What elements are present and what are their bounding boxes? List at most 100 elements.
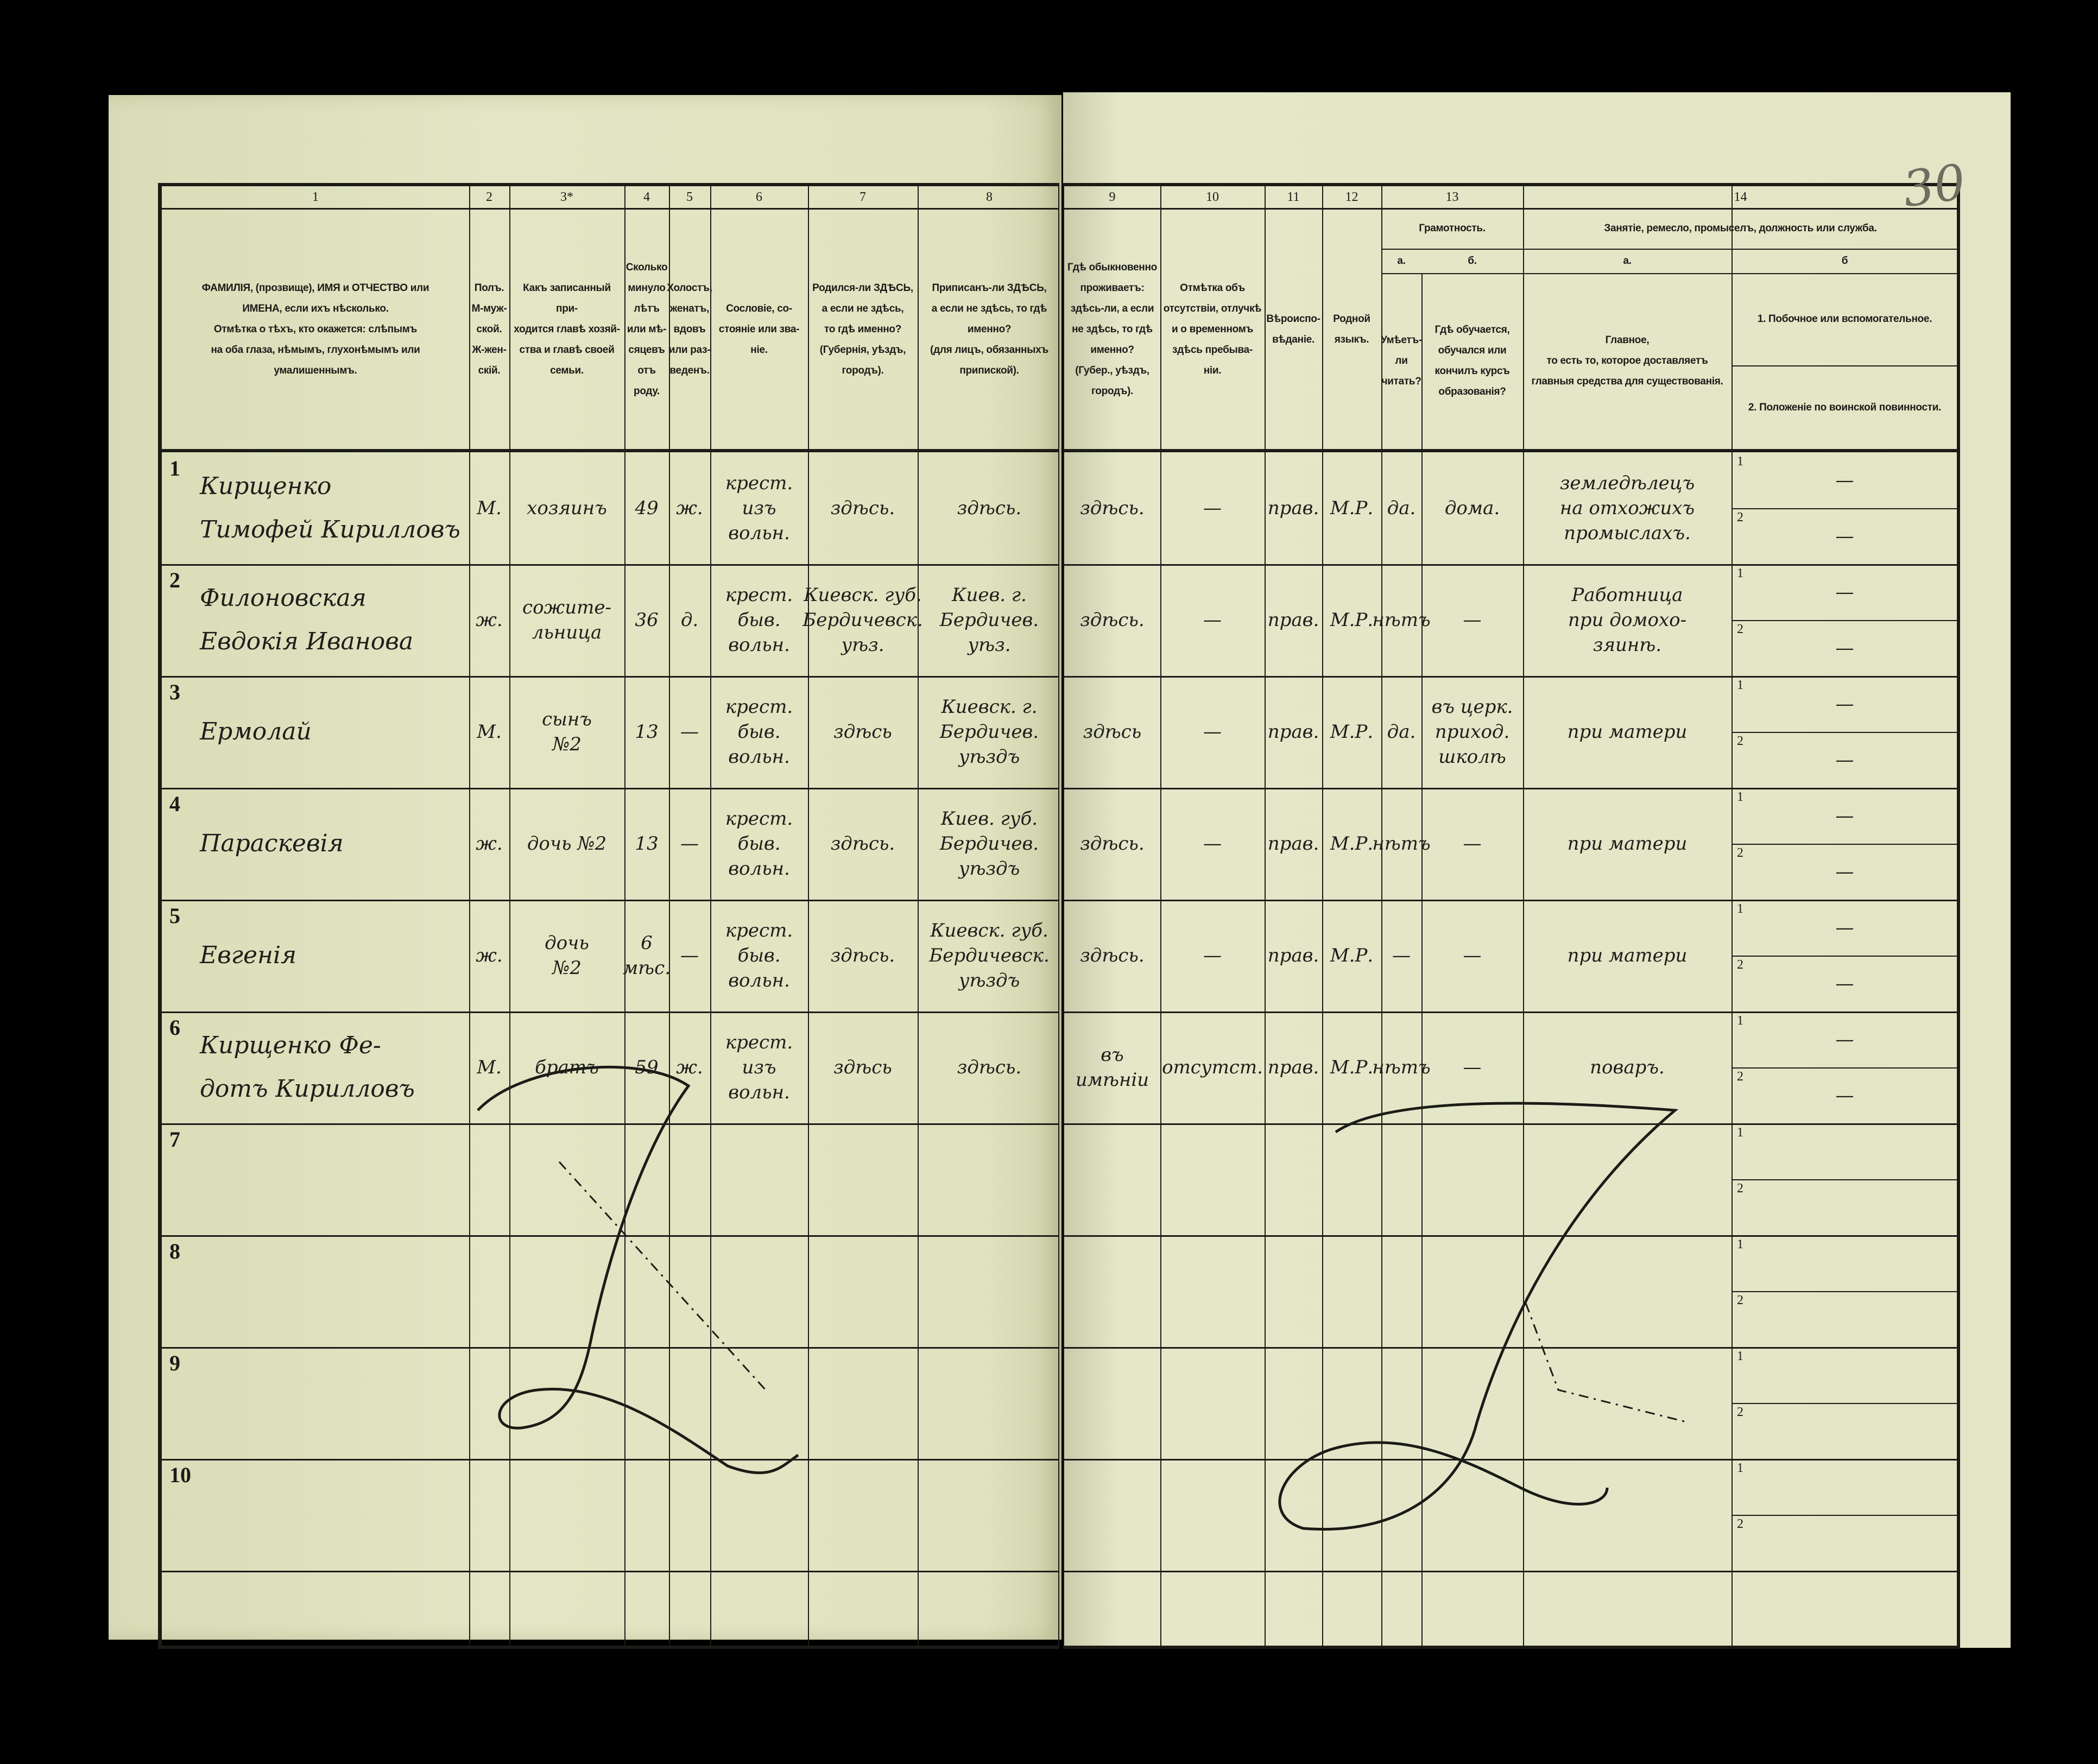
cell-name: Ермолай	[200, 718, 312, 745]
cell-occupation: при матери	[1567, 945, 1688, 966]
row-divider	[162, 1235, 1058, 1237]
subgroup-divider	[1381, 273, 1958, 274]
cell-estate: крест. быв. вольн.	[725, 696, 793, 768]
cell-military: —	[1835, 525, 1854, 547]
column-number: 2	[486, 189, 492, 204]
row-divider	[1064, 1347, 1957, 1349]
column-header: Какъ записанный при- ходится главѣ хозяй…	[514, 282, 620, 376]
row-divider	[162, 1459, 1058, 1460]
cell-residence: здѣсь.	[1080, 833, 1145, 855]
literacy-a-label: а.	[1397, 255, 1406, 267]
sub-row-label-2: 2	[1737, 1181, 1743, 1196]
column-number: 14	[1734, 189, 1747, 204]
cell-relation: дочь №2	[545, 932, 589, 979]
row-number: 10	[169, 1463, 191, 1487]
occupation-b1-header: 1. Побочное или вспомогательное.	[1757, 313, 1932, 325]
row-divider	[162, 1347, 1058, 1349]
row-number: 7	[169, 1127, 180, 1152]
column-number: 4	[643, 189, 650, 204]
sub-row-label-2: 2	[1737, 958, 1743, 972]
subheader-divider	[1732, 365, 1958, 366]
cell-name: Кирщенко Фе- дотъ Кирилловъ	[200, 1032, 415, 1103]
cell-age: 49	[635, 497, 659, 519]
cell-marital: —	[680, 721, 699, 743]
row-number: 6	[169, 1015, 180, 1040]
column-divider	[808, 186, 809, 1646]
cell-birthplace: Киевск. губ. Бердичевск. уѣз.	[802, 584, 923, 656]
cell-sex: ж.	[476, 945, 503, 966]
cell-literate: да.	[1387, 497, 1416, 519]
row-divider	[1064, 1459, 1957, 1460]
literacy-title: Грамотность.	[1419, 223, 1486, 234]
row-divider	[162, 900, 1058, 901]
cell-military: —	[1835, 861, 1854, 883]
cell-relation: дочь №2	[527, 833, 607, 855]
cell-birthplace: здѣсь.	[830, 497, 895, 519]
cell-language: М.Р.	[1330, 609, 1374, 631]
cell-marital: ж.	[676, 1057, 703, 1078]
row-number: 8	[169, 1239, 180, 1263]
row-number: 2	[169, 568, 180, 592]
right-page: 9 Гдѣ обыкновенно проживаетъ: здѣсь-ли, а…	[1063, 92, 2011, 1649]
column-number: 6	[756, 189, 762, 204]
sub-row-label-2: 2	[1737, 622, 1743, 636]
column-number: 1	[312, 189, 319, 204]
cell-secondary: —	[1835, 805, 1854, 827]
cell-sex: М.	[477, 721, 502, 743]
header-divider	[162, 449, 1058, 452]
row-divider	[162, 1123, 1058, 1125]
cell-literate: да.	[1387, 721, 1416, 743]
column-header: Приписанъ-ли ЗДѢСЬ, а если не здѣсь, то …	[930, 282, 1048, 376]
cell-age: 13	[635, 721, 659, 743]
row-divider	[162, 564, 1058, 566]
cell-occupation: при матери	[1567, 721, 1688, 743]
sub-row-divider	[1732, 1403, 1958, 1404]
literacy-b-label: б.	[1468, 255, 1477, 267]
cell-religion: прав.	[1267, 609, 1319, 631]
sub-row-label-2: 2	[1737, 1070, 1743, 1084]
census-table-left: 1 ФАМИЛІЯ, (прозвище), ИМЯ и ОТЧЕСТВО или…	[158, 183, 1059, 1649]
sub-row-label-1: 1	[1737, 1237, 1743, 1251]
column-header: Вѣроиспо- вѣданіе.	[1266, 313, 1320, 345]
header-divider	[1064, 449, 1957, 452]
column-divider	[1160, 186, 1161, 1646]
column-divider	[1265, 186, 1266, 1646]
cell-absence: —	[1203, 497, 1222, 519]
cell-secondary: —	[1835, 1028, 1854, 1051]
column-divider	[1322, 186, 1323, 1646]
column-divider	[918, 186, 919, 1646]
cell-literate: нѣтъ	[1372, 609, 1431, 631]
census-table-right: 9 Гдѣ обыкновенно проживаетъ: здѣсь-ли, а…	[1063, 183, 1960, 1649]
row-divider	[162, 1011, 1058, 1013]
cell-name: Филоновская Евдокія Иванова	[200, 584, 414, 655]
cell-estate: крест. быв. вольн.	[725, 920, 793, 991]
row-divider	[1064, 1123, 1957, 1125]
cell-estate: крест. изъ вольн.	[725, 1032, 793, 1103]
cell-marital: д.	[680, 609, 699, 631]
cell-age: 36	[635, 609, 659, 631]
sub-row-label-1: 1	[1737, 790, 1743, 804]
sub-row-label-2: 2	[1737, 734, 1743, 748]
strike-mark-left	[477, 1066, 799, 1475]
cell-birthplace: здѣсь.	[830, 833, 895, 855]
column-header: Родной языкъ.	[1333, 313, 1370, 345]
column-header: Родился-ли ЗДѢСЬ, а если не здѣсь, то гд…	[812, 282, 913, 376]
cell-registered: Киевск. г. Бердичев. уѣздъ	[939, 696, 1039, 768]
cell-residence: здѣсь.	[1080, 497, 1145, 519]
cell-occupation: земледѣлецъ на отхожихъ промыслахъ.	[1559, 472, 1695, 544]
cell-absence: —	[1203, 945, 1222, 966]
column-number: 8	[986, 189, 993, 204]
cell-registered: здѣсь.	[957, 497, 1022, 519]
sub-row-label-1: 1	[1737, 1126, 1743, 1140]
cell-religion: прав.	[1267, 1057, 1319, 1078]
occupation-b2-header: 2. Положеніе по воинской повинности.	[1748, 402, 1942, 413]
cell-school: —	[1463, 1057, 1482, 1078]
column-divider	[1381, 186, 1382, 1646]
cell-military: —	[1835, 637, 1854, 659]
cell-language: М.Р.	[1330, 945, 1374, 966]
sub-row-divider	[1732, 1179, 1958, 1180]
table-bottom-divider	[162, 1571, 1058, 1572]
column-number: 5	[686, 189, 693, 204]
cell-literate: —	[1392, 945, 1411, 966]
